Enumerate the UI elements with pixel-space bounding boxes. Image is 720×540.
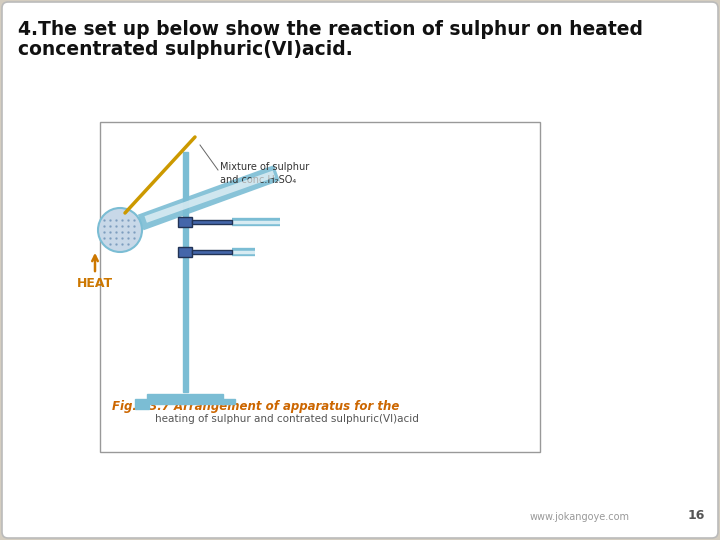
Text: concentrated sulphuric(VI)acid.: concentrated sulphuric(VI)acid. (18, 40, 353, 59)
Bar (135, 399, 235, 404)
Bar (135, 404, 149, 409)
Text: heating of sulphur and contrated sulphuric(VI)acid: heating of sulphur and contrated sulphur… (155, 414, 419, 424)
Bar (178, 217, 192, 227)
Bar (178, 247, 192, 257)
Bar (182, 152, 187, 392)
Bar (192, 250, 232, 254)
Bar (100, 122, 540, 452)
Text: and conc.H₂SO₄: and conc.H₂SO₄ (220, 175, 296, 185)
Text: Mixture of sulphur: Mixture of sulphur (220, 162, 310, 172)
Bar (147, 394, 223, 399)
Circle shape (98, 208, 142, 252)
Bar (192, 220, 232, 224)
Text: Fig. 13.7 Arrangement of apparatus for the: Fig. 13.7 Arrangement of apparatus for t… (112, 400, 400, 413)
Text: www.jokangoye.com: www.jokangoye.com (530, 512, 630, 522)
Text: 4.The set up below show the reaction of sulphur on heated: 4.The set up below show the reaction of … (18, 20, 643, 39)
Text: 16: 16 (688, 509, 705, 522)
Text: HEAT: HEAT (77, 277, 113, 290)
